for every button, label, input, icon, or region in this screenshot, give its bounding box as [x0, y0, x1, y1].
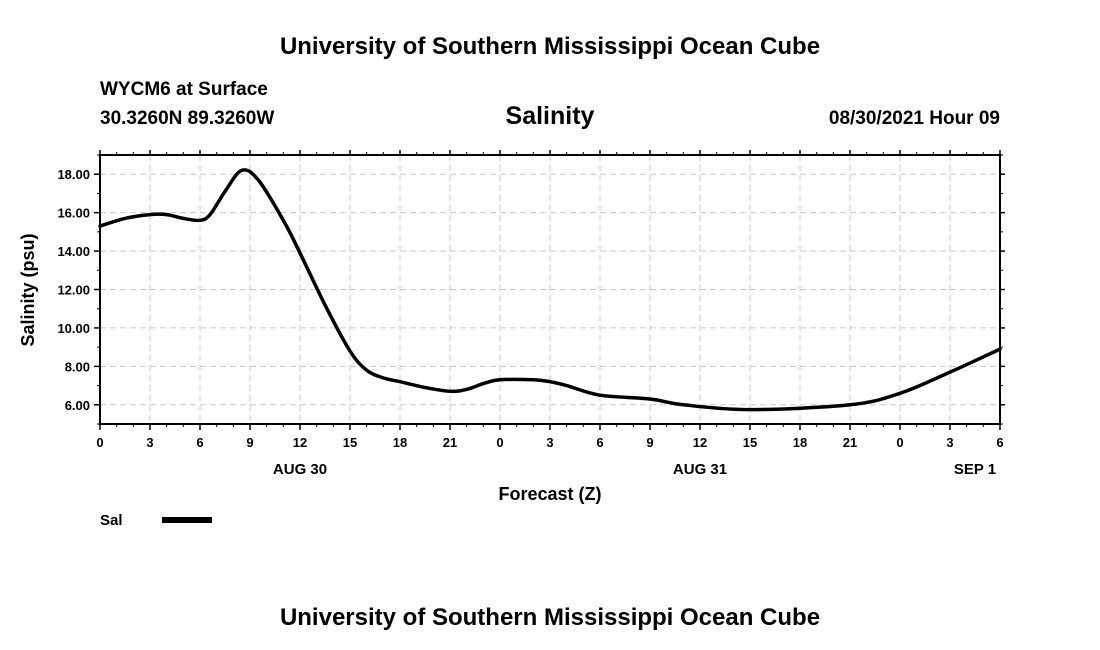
legend: Sal [100, 512, 212, 529]
series-line-sal [98, 168, 1002, 412]
x-tick-label: 12 [293, 435, 307, 450]
x-tick-label: 21 [443, 435, 457, 450]
y-tick-label: 16.00 [57, 206, 90, 221]
x-tick-label: 3 [946, 435, 953, 450]
page-title-bottom: University of Southern Mississippi Ocean… [280, 604, 820, 631]
date-labels: AUG 30 AUG 31 SEP 1 [273, 461, 996, 478]
date-label: AUG 30 [273, 461, 327, 478]
x-tick-label: 6 [596, 435, 603, 450]
x-tick-label: 9 [246, 435, 253, 450]
x-tick-label: 15 [743, 435, 757, 450]
x-tick-label: 0 [96, 435, 103, 450]
grid-lines [100, 155, 1000, 424]
y-axis-label: Salinity (psu) [18, 233, 38, 346]
date-label: SEP 1 [954, 461, 996, 478]
series-layer [98, 168, 1002, 412]
y-tick-label: 10.00 [57, 321, 90, 336]
axis-ticks [94, 150, 1005, 430]
x-tick-label: 3 [146, 435, 153, 450]
x-tick-label: 6 [996, 435, 1003, 450]
date-label: AUG 31 [673, 461, 727, 478]
y-tick-label: 12.00 [57, 283, 90, 298]
station-coords: 30.3260N 89.3260W [100, 108, 274, 129]
x-tick-label: 6 [196, 435, 203, 450]
chart-title: Salinity [506, 102, 595, 130]
x-tick-label: 15 [343, 435, 357, 450]
x-tick-labels: 0 3 6 9 12 15 18 21 0 3 6 9 12 15 18 21 0 3 6 [96, 435, 1003, 450]
x-tick-label: 9 [646, 435, 653, 450]
x-tick-label: 18 [793, 435, 807, 450]
x-tick-label: 0 [496, 435, 503, 450]
page-title-top: University of Southern Mississippi Ocean… [280, 33, 820, 60]
y-tick-label: 14.00 [57, 244, 90, 259]
legend-label-sal: Sal [100, 512, 123, 529]
x-tick-label: 0 [896, 435, 903, 450]
x-tick-label: 18 [393, 435, 407, 450]
x-tick-label: 12 [693, 435, 707, 450]
forecast-timestamp: 08/30/2021 Hour 09 [829, 108, 1000, 129]
x-tick-label: 21 [843, 435, 857, 450]
y-tick-label: 6.00 [65, 398, 90, 413]
y-tick-labels: 6.00 8.00 10.00 12.00 14.00 16.00 18.00 [57, 167, 90, 413]
y-tick-label: 8.00 [65, 359, 90, 374]
y-tick-label: 18.00 [57, 167, 90, 182]
station-label: WYCM6 at Surface [100, 79, 268, 100]
x-axis-label: Forecast (Z) [498, 484, 601, 504]
x-tick-label: 3 [546, 435, 553, 450]
